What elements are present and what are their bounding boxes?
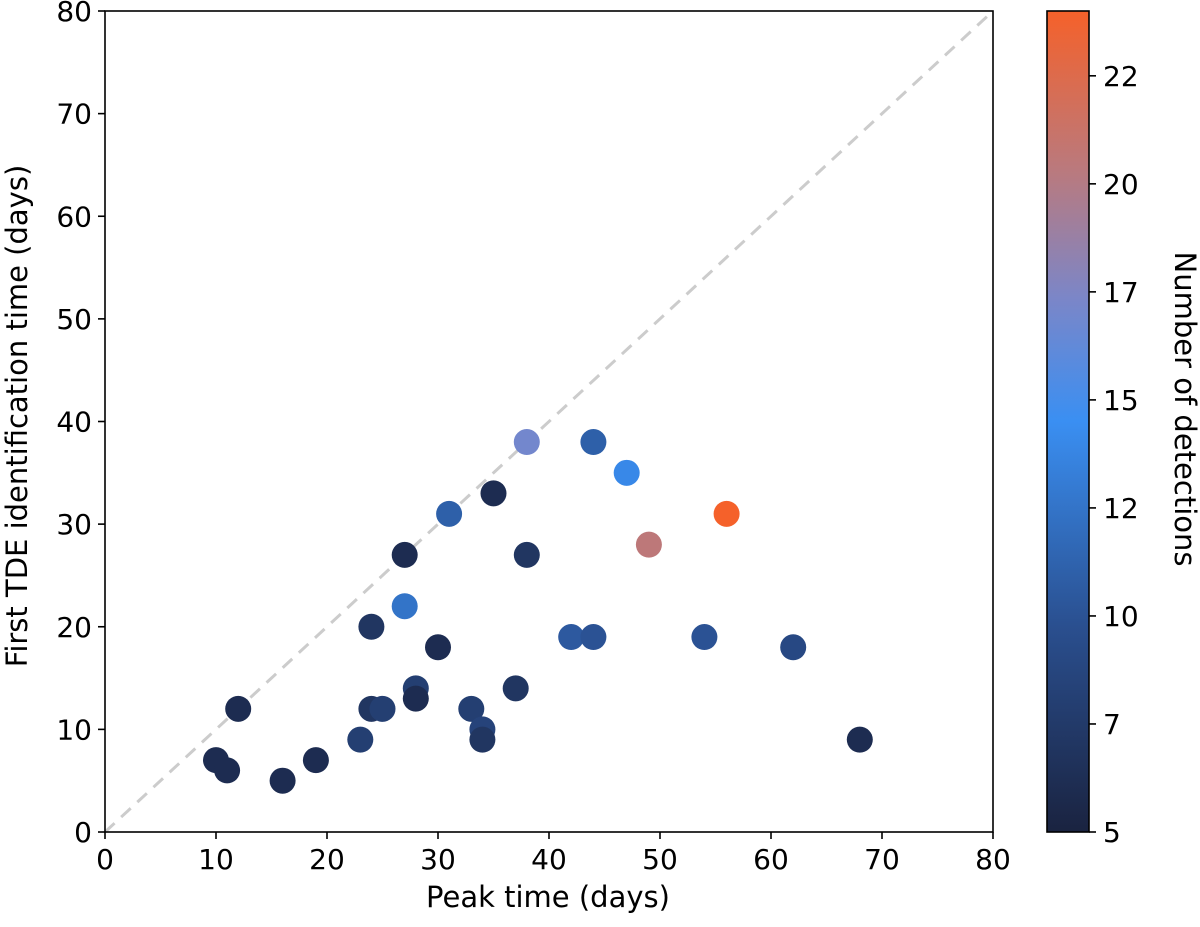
colorbar-ticks: 5 7 10 12 15 17 20 22 xyxy=(1089,60,1139,849)
y-tick-label: 60 xyxy=(56,200,92,233)
colorbar-tick-label: 15 xyxy=(1103,384,1139,417)
data-point xyxy=(469,726,496,753)
data-point xyxy=(580,624,607,651)
data-point xyxy=(691,624,718,651)
y-tick-label: 20 xyxy=(56,611,92,644)
data-point xyxy=(513,429,540,456)
data-point xyxy=(635,531,662,558)
y-tick-label: 0 xyxy=(74,816,92,849)
x-tick-label: 20 xyxy=(309,843,345,876)
data-point xyxy=(369,695,396,722)
colorbar-tick-label: 10 xyxy=(1103,600,1139,633)
colorbar-tick-label: 17 xyxy=(1103,276,1139,309)
colorbar-tick-label: 20 xyxy=(1103,168,1139,201)
data-point xyxy=(391,541,418,568)
x-tick-label: 50 xyxy=(642,843,678,876)
data-point xyxy=(302,747,329,774)
data-point xyxy=(713,500,740,527)
data-points xyxy=(203,429,873,794)
data-point xyxy=(513,541,540,568)
x-tick-label: 80 xyxy=(975,843,1011,876)
data-point xyxy=(391,593,418,620)
y-tick-label: 70 xyxy=(56,98,92,131)
data-point xyxy=(846,726,873,753)
data-point xyxy=(580,429,607,456)
x-tick-label: 10 xyxy=(198,843,234,876)
x-axis-label: Peak time (days) xyxy=(426,880,670,914)
colorbar-tick-label: 22 xyxy=(1103,60,1139,93)
x-tick-label: 70 xyxy=(864,843,900,876)
x-tick-label: 30 xyxy=(420,843,456,876)
x-tick-label: 60 xyxy=(753,843,789,876)
data-point xyxy=(458,695,485,722)
colorbar xyxy=(1046,10,1090,833)
colorbar-tick-label: 12 xyxy=(1103,492,1139,525)
data-point xyxy=(425,634,451,661)
data-point xyxy=(225,695,252,722)
y-axis-label: First TDE identification time (days) xyxy=(0,165,34,668)
data-point xyxy=(480,480,507,507)
y-axis-ticks: 0 10 20 30 40 50 60 70 80 xyxy=(56,0,105,849)
data-point xyxy=(214,757,241,784)
x-axis-ticks: 0 10 20 30 40 50 60 70 80 xyxy=(96,832,1011,876)
data-point xyxy=(613,459,640,486)
y-tick-label: 40 xyxy=(56,406,92,439)
y-tick-label: 10 xyxy=(56,713,92,746)
data-point xyxy=(358,613,385,640)
reference-diagonal-line xyxy=(103,9,995,834)
colorbar-tick-label: 7 xyxy=(1103,708,1121,741)
data-point xyxy=(269,767,296,794)
data-point xyxy=(347,726,374,753)
data-point xyxy=(402,685,429,712)
y-tick-label: 50 xyxy=(56,303,92,336)
y-tick-label: 80 xyxy=(56,0,92,28)
data-point xyxy=(780,634,807,661)
data-point xyxy=(502,675,529,702)
data-point xyxy=(558,624,585,651)
colorbar-tick-label: 5 xyxy=(1103,816,1121,849)
y-tick-label: 30 xyxy=(56,508,92,541)
x-tick-label: 0 xyxy=(96,843,114,876)
x-tick-label: 40 xyxy=(531,843,567,876)
colorbar-label: Number of detections xyxy=(1168,252,1200,567)
data-point xyxy=(436,500,463,527)
